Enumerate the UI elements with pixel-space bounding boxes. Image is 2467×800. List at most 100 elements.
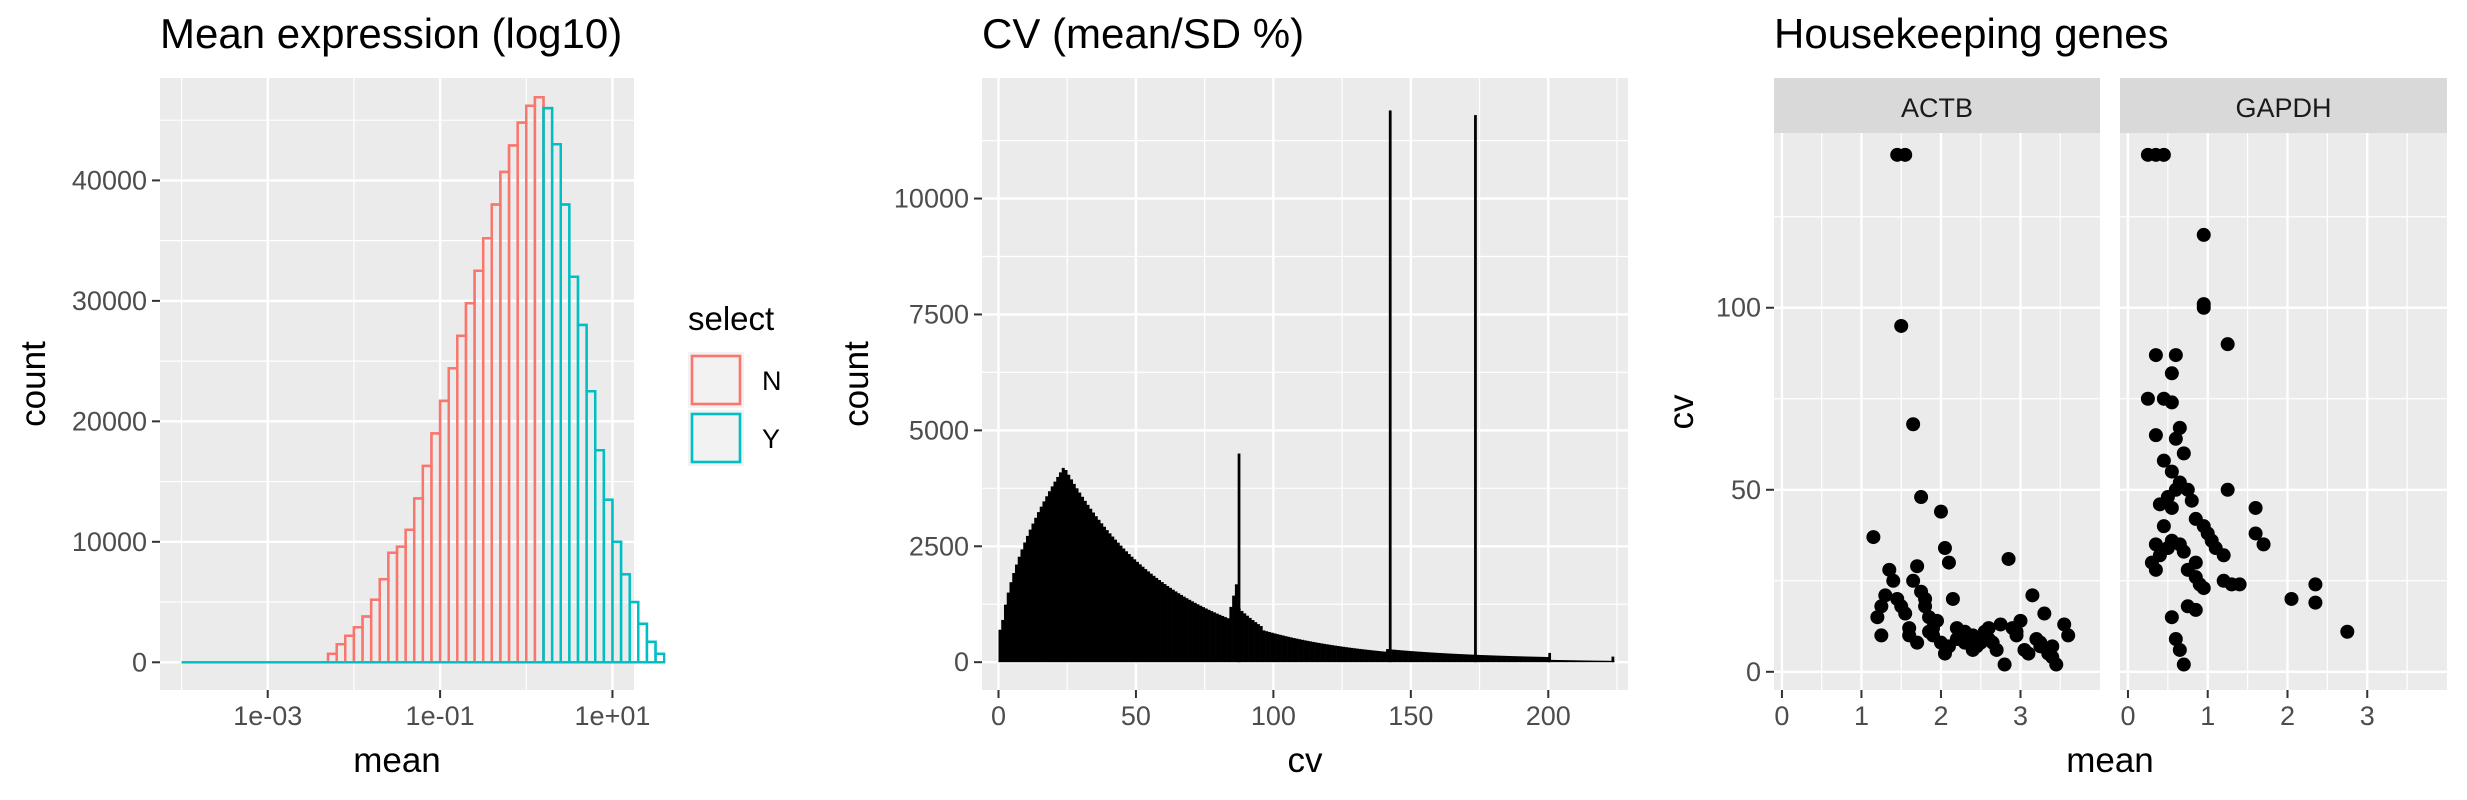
legend-key-Y	[688, 410, 744, 466]
cv-bar	[1204, 608, 1208, 663]
mean-bar-Y-55	[654, 652, 666, 664]
cv-bar	[1383, 651, 1387, 663]
hk-point	[2164, 366, 2179, 381]
cv-spike-4	[1611, 656, 1615, 663]
cv-bar	[1146, 571, 1150, 663]
cv-bar	[1498, 655, 1502, 663]
hk-point	[2156, 147, 2171, 162]
hk-point	[2168, 431, 2183, 446]
mean-y-tick-label-3: 30000	[72, 286, 147, 316]
cv-bar	[1322, 643, 1326, 663]
cv-bar	[1424, 652, 1428, 663]
cv-bar	[1581, 660, 1585, 663]
cv-bar	[1600, 660, 1604, 663]
cv-bar	[1592, 660, 1596, 663]
legend-swatch-Y	[690, 412, 742, 464]
cv-bar	[1124, 551, 1128, 663]
cv-bar	[1584, 660, 1588, 663]
cv-bar	[1397, 650, 1401, 663]
cv-bar	[1061, 467, 1065, 663]
cv-bar	[1465, 654, 1469, 663]
cv-bar	[1053, 481, 1057, 663]
cv-bar	[1056, 476, 1060, 663]
cv-spike-2	[1474, 115, 1477, 663]
cv-bar	[1234, 584, 1238, 663]
cv-bar	[1256, 624, 1260, 663]
cv-bar	[1243, 613, 1247, 663]
cv-bar	[1471, 654, 1475, 663]
cv-bar	[1259, 626, 1263, 663]
cv-bar	[1064, 470, 1068, 663]
cv-bar	[1542, 656, 1546, 663]
cv-bar	[1438, 652, 1442, 663]
cv-bar	[1336, 646, 1340, 663]
cv-bar	[1595, 660, 1599, 663]
cv-bar	[1493, 655, 1497, 663]
hk-x-0-tick-label-0: 0	[1774, 701, 1789, 731]
cv-bar	[1386, 649, 1390, 663]
panel-facet-gapdh: 0 1 2 3	[2120, 133, 2447, 731]
cv-bar	[1457, 654, 1461, 663]
cv-bar	[1072, 483, 1076, 663]
cv-bar	[1306, 640, 1310, 663]
cv-bar	[1545, 656, 1549, 663]
cv-bar	[1012, 572, 1016, 663]
cv-bar	[1251, 620, 1255, 663]
panel-facet-actb: 0 1 2 3 0 50 100	[1716, 133, 2100, 731]
cv-bar	[1009, 582, 1013, 663]
cv-bar	[1149, 573, 1153, 663]
mean-y-tick-label-0: 0	[132, 647, 147, 677]
hk-x-axis-title: mean	[2066, 741, 2154, 780]
cv-bar	[1240, 610, 1244, 663]
hk-point	[1930, 613, 1944, 628]
cv-bar	[1045, 496, 1049, 663]
cv-bar	[1399, 650, 1403, 663]
cv-bar	[1364, 649, 1368, 663]
hk-point	[1882, 562, 1897, 577]
cv-bar	[1270, 632, 1274, 663]
cv-bar	[1355, 648, 1359, 663]
hk-point	[2196, 297, 2211, 312]
hk-x-1-tick-label-1: 1	[2200, 701, 2215, 731]
cv-bar	[1193, 602, 1197, 663]
legend-title: select	[688, 300, 774, 337]
cv-bar	[1001, 619, 1005, 663]
cv-bar	[1105, 530, 1109, 663]
cv-bar	[1135, 561, 1139, 663]
cv-bar	[1215, 613, 1219, 663]
cv-bar	[1267, 631, 1271, 663]
cv-bar	[1034, 517, 1038, 663]
cv-bar	[1058, 472, 1063, 663]
cv-bar	[1190, 601, 1194, 663]
cv-bar	[1185, 598, 1189, 663]
cv-bar	[1311, 641, 1315, 663]
cv-y-tick-label-4: 10000	[894, 184, 969, 214]
hk-point	[2176, 446, 2191, 461]
hk-x-1-tick-label-2: 2	[2280, 701, 2295, 731]
cv-x-axis-title: cv	[1288, 741, 1324, 780]
cv-bar	[1111, 536, 1115, 663]
cv-bar	[1223, 617, 1227, 663]
cv-bar	[1014, 564, 1019, 663]
cv-bar	[1485, 655, 1489, 663]
hk-point	[2013, 613, 2028, 628]
cv-y-tick-label-1: 2500	[909, 531, 969, 561]
hk-point	[2148, 348, 2163, 363]
hk-x-0-tick-label-3: 3	[2013, 701, 2028, 731]
hk-point	[2308, 577, 2323, 592]
cv-bar	[1575, 660, 1579, 663]
cv-bar	[1292, 638, 1296, 663]
hk-point	[1981, 621, 1996, 636]
panel-facet-actb-background	[1774, 133, 2100, 690]
cv-bar	[1496, 655, 1500, 663]
cv-bar	[1432, 652, 1436, 663]
legend-key-N	[688, 352, 744, 408]
hk-point	[2188, 555, 2203, 570]
hk-point	[1937, 541, 1952, 556]
cv-bar	[1454, 653, 1458, 663]
panel-mean-expression: 1e-03 1e-01 1e+01 0 10000 20000 30000 40000	[72, 78, 666, 731]
hk-point	[2045, 639, 2060, 654]
hk-point	[2256, 537, 2271, 552]
cv-bar	[1350, 647, 1354, 663]
cv-bar	[1452, 653, 1456, 663]
